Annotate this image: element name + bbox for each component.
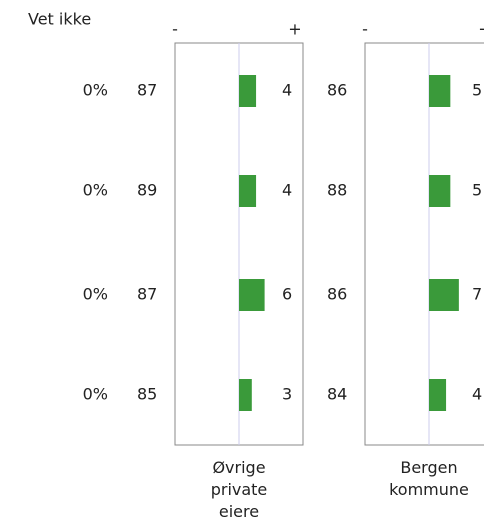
left-value: 87 (137, 285, 157, 304)
bar (239, 279, 265, 311)
value-label: 0% (83, 385, 108, 404)
value-label: 0% (83, 181, 108, 200)
left-value: 84 (327, 385, 347, 404)
left-value: 88 (327, 181, 347, 200)
bar-value-label: 6 (282, 285, 292, 304)
left-value: 86 (327, 285, 347, 304)
value-label: 0% (83, 81, 108, 100)
bar-value-label: 5 (472, 81, 482, 100)
left-value: 89 (137, 181, 157, 200)
bar-value-label: 4 (282, 181, 292, 200)
bar (429, 279, 459, 311)
bar-value-label: 4 (472, 385, 482, 404)
bar (239, 75, 257, 107)
column-title: Vet ikke (28, 10, 91, 29)
axis-label-minus: - (172, 20, 178, 39)
bar-value-label: 7 (472, 285, 482, 304)
panel-title: Øvrige private eiere (210, 458, 268, 521)
panel-frame (364, 42, 484, 446)
panel-title: Bergen kommune (389, 458, 469, 499)
bar-value-label: 5 (472, 181, 482, 200)
value-label: 0% (83, 285, 108, 304)
bar-value-label: 4 (282, 81, 292, 100)
bar (239, 175, 257, 207)
left-value: 85 (137, 385, 157, 404)
axis-label-plus: + (288, 20, 301, 39)
bar (429, 175, 451, 207)
axis-label-plus: + (478, 20, 484, 39)
left-value: 86 (327, 81, 347, 100)
axis-label-minus: - (362, 20, 368, 39)
left-value: 87 (137, 81, 157, 100)
bar-value-label: 3 (282, 385, 292, 404)
bar (429, 379, 447, 411)
bar (429, 75, 451, 107)
bar (239, 379, 252, 411)
